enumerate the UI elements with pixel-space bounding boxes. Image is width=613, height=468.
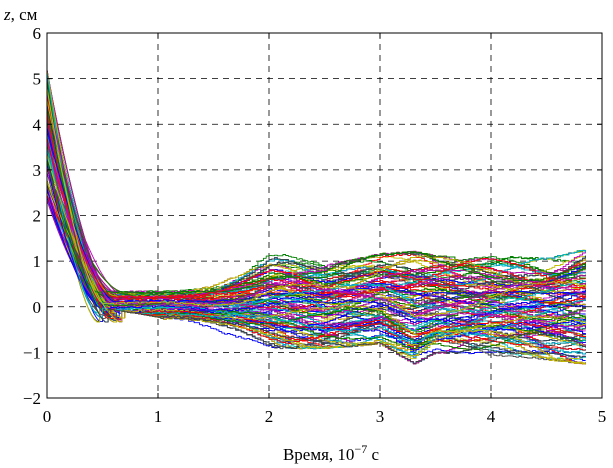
x-tick-label: 1 xyxy=(154,407,163,426)
series-lines xyxy=(46,69,586,365)
x-tick-label: 2 xyxy=(265,407,274,426)
series-line xyxy=(46,188,586,323)
series-line xyxy=(46,87,586,317)
series-line xyxy=(46,89,586,295)
series-line xyxy=(46,144,586,351)
x-tick-label: 0 xyxy=(43,407,52,426)
series-line xyxy=(46,114,586,338)
y-tick-label: 3 xyxy=(33,161,42,180)
y-tick-label: 4 xyxy=(33,115,42,134)
x-axis-label-unit: с xyxy=(367,445,379,464)
series-line xyxy=(46,103,586,343)
series-line xyxy=(46,159,586,294)
y-axis-label-variable: z xyxy=(3,5,11,24)
ticks: 0 1 2 3 4 5 −2 −1 0 1 2 3 4 5 6 xyxy=(23,24,606,426)
x-axis-label-exponent: −7 xyxy=(354,442,367,456)
y-tick-label: 1 xyxy=(33,252,42,271)
y-tick-label: 5 xyxy=(33,70,42,89)
series-line xyxy=(46,95,586,351)
y-tick-label: 2 xyxy=(33,207,42,226)
series-line xyxy=(46,72,586,332)
x-tick-label: 4 xyxy=(487,407,496,426)
y-axis-label: z, см xyxy=(3,5,38,24)
y-tick-label: −1 xyxy=(23,343,41,362)
series-line xyxy=(46,77,586,300)
y-tick-label: 6 xyxy=(33,24,42,43)
y-tick-label: 0 xyxy=(33,298,42,317)
x-axis-label-main: Время, 10 xyxy=(283,445,354,464)
x-axis-label: Время, 10−7 с xyxy=(283,442,380,464)
series-line xyxy=(46,99,586,336)
y-axis-label-unit: , см xyxy=(11,5,38,24)
y-tick-label: −2 xyxy=(23,389,41,408)
series-line xyxy=(46,84,586,364)
series-line xyxy=(46,182,586,299)
series-line xyxy=(46,137,586,299)
series-line xyxy=(46,121,586,358)
series-line xyxy=(46,154,586,365)
x-tick-label: 5 xyxy=(598,407,607,426)
x-tick-label: 3 xyxy=(376,407,385,426)
series-line xyxy=(46,141,586,316)
